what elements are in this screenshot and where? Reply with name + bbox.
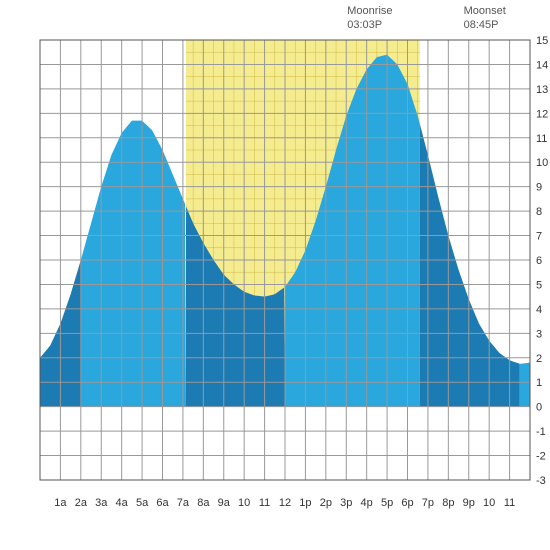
- x-axis-label: 7a: [177, 497, 190, 509]
- y-axis-label: 10: [536, 157, 548, 169]
- y-axis-label: 0: [536, 402, 542, 414]
- tide-chart: -3-2-101234567891011121314151a2a3a4a5a6a…: [0, 0, 550, 550]
- y-axis-label: 5: [536, 279, 542, 291]
- y-axis-label: -3: [536, 475, 546, 487]
- y-axis-label: 3: [536, 328, 542, 340]
- x-axis-label: 3p: [340, 497, 352, 509]
- y-axis-label: 11: [536, 133, 547, 145]
- y-axis-label: 8: [536, 206, 542, 218]
- y-axis-label: 9: [536, 182, 542, 194]
- x-axis-label: 12: [279, 497, 291, 509]
- x-axis-label: 11: [259, 497, 270, 509]
- x-axis-label: 4p: [361, 497, 373, 509]
- y-axis-label: 15: [536, 35, 548, 47]
- y-axis-label: 12: [536, 108, 548, 120]
- y-axis-label: 6: [536, 255, 542, 267]
- x-axis-label: 10: [483, 497, 495, 509]
- x-axis-label: 10: [238, 497, 250, 509]
- moon-event-time: 03:03P: [347, 19, 382, 31]
- x-axis-label: 11: [504, 497, 515, 509]
- y-axis-label: 1: [536, 377, 542, 389]
- y-axis-label: -2: [536, 451, 546, 463]
- y-axis-label: 14: [536, 59, 548, 71]
- x-axis-label: 8p: [442, 497, 454, 509]
- moon-event-time: 08:45P: [464, 19, 499, 31]
- x-axis-label: 1a: [54, 497, 67, 509]
- y-axis-label: 7: [536, 231, 542, 243]
- x-axis-label: 2a: [75, 497, 88, 509]
- y-axis-label: 2: [536, 353, 542, 365]
- x-axis-label: 2p: [320, 497, 332, 509]
- x-axis-label: 5p: [381, 497, 393, 509]
- x-axis-label: 7p: [422, 497, 434, 509]
- x-axis-label: 9p: [463, 497, 475, 509]
- x-axis-label: 6a: [156, 497, 169, 509]
- moon-event-label: Moonrise: [347, 5, 392, 17]
- x-axis-label: 8a: [197, 497, 210, 509]
- y-axis-label: -1: [536, 426, 546, 438]
- chart-svg: -3-2-101234567891011121314151a2a3a4a5a6a…: [0, 0, 550, 550]
- x-axis-label: 1p: [299, 497, 311, 509]
- x-axis-label: 6p: [401, 497, 413, 509]
- moon-event-label: Moonset: [464, 5, 506, 17]
- y-axis-label: 4: [536, 304, 542, 316]
- x-axis-label: 5a: [136, 497, 149, 509]
- y-axis-label: 13: [536, 84, 548, 96]
- x-axis-label: 9a: [218, 497, 231, 509]
- x-axis-label: 3a: [95, 497, 108, 509]
- x-axis-label: 4a: [116, 497, 129, 509]
